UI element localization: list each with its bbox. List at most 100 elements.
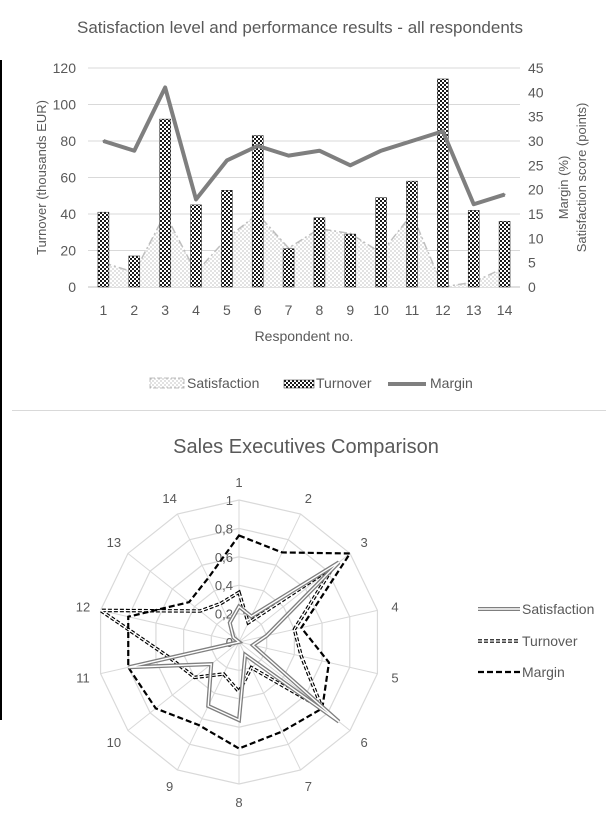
margin-point — [411, 140, 413, 142]
margin-point — [287, 154, 290, 157]
legend-turnover-swatch — [283, 379, 315, 389]
radar-tick-label: 1 — [226, 493, 233, 508]
y-right-tick-label: 40 — [528, 84, 544, 100]
legend-margin-label: Margin — [430, 375, 473, 391]
turnover-bar — [190, 204, 202, 288]
margin-point — [472, 203, 475, 206]
radar-spoke — [238, 641, 302, 771]
x-tick-label: 14 — [497, 302, 513, 318]
y-left-tick-label: 40 — [60, 206, 76, 222]
margin-point — [349, 164, 352, 167]
x-tick-label: 6 — [254, 302, 262, 318]
margin-point — [133, 149, 136, 152]
turnover-bar — [406, 180, 418, 288]
chart-divider — [12, 410, 606, 411]
radar-tick-label: 0,2 — [215, 607, 233, 622]
radar-category-label: 2 — [305, 491, 312, 506]
y-right-tick-label: 0 — [528, 279, 536, 295]
radar-category-label: 12 — [76, 599, 90, 614]
turnover-bar — [498, 221, 511, 288]
radar-category-label: 13 — [107, 535, 121, 550]
radar-category-label: 5 — [391, 671, 398, 686]
y-right-tick-label: 20 — [528, 182, 544, 198]
radar-category-label: 4 — [391, 599, 398, 614]
turnover-bar — [251, 135, 264, 288]
radar-tick-label: 0,8 — [215, 521, 233, 536]
turnover-bar — [159, 118, 171, 288]
x-tick-label: 8 — [316, 302, 324, 318]
y-left-tick-label: 120 — [53, 60, 77, 76]
x-tick-label: 1 — [100, 302, 108, 318]
y-right-tick-label: 10 — [528, 230, 544, 246]
margin-point — [318, 149, 321, 152]
x-tick-label: 5 — [223, 302, 231, 318]
x-axis-label: Respondent no. — [255, 328, 354, 344]
margin-point — [380, 149, 383, 152]
radar-category-label: 14 — [162, 491, 176, 506]
turnover-bar — [97, 211, 110, 288]
margin-point — [256, 144, 259, 147]
combo-chart-title: Satisfaction level and performance resul… — [77, 18, 523, 37]
radar-category-label: 9 — [166, 779, 173, 794]
satisfaction-area — [103, 214, 505, 287]
x-tick-label: 12 — [435, 302, 451, 318]
legend-radar-margin-label: Margin — [522, 664, 565, 680]
margin-point — [503, 193, 506, 196]
y-right-tick-label: 35 — [528, 109, 544, 125]
left-edge-line — [0, 60, 2, 720]
turnover-bar — [437, 78, 449, 288]
x-tick-label: 2 — [130, 302, 138, 318]
radar-spoke — [238, 641, 378, 675]
margin-point — [195, 198, 197, 201]
margin-point — [164, 86, 167, 89]
x-tick-label: 13 — [466, 302, 482, 318]
margin-point — [102, 140, 105, 142]
legend-radar-turnover-label: Turnover — [522, 633, 578, 649]
legend-satisfaction-label: Satisfaction — [187, 375, 259, 391]
x-tick-label: 4 — [192, 302, 200, 318]
turnover-bar — [344, 233, 357, 288]
legend-satisfaction-swatch — [149, 377, 185, 389]
radar-category-label: 8 — [235, 795, 242, 810]
radar-spoke — [127, 553, 240, 643]
radar-category-label: 10 — [107, 735, 121, 750]
x-tick-label: 10 — [373, 302, 389, 318]
turnover-bar — [128, 255, 141, 288]
y-right-tick-label: 15 — [528, 206, 544, 222]
margin-line — [102, 85, 506, 207]
y-right-axis-label: Margin (%) — [556, 156, 571, 220]
x-tick-label: 7 — [285, 302, 293, 318]
turnover-bar — [313, 217, 326, 288]
radar-category-label: 7 — [305, 779, 312, 794]
turnover-bar — [221, 190, 233, 288]
y-right-tick-label: 30 — [528, 133, 544, 149]
radar-tick-label: 0,4 — [215, 578, 233, 593]
legend-turnover-label: Turnover — [316, 375, 372, 391]
legend-radar-satisfaction-label: Satisfaction — [522, 601, 594, 617]
turnover-bar — [282, 248, 295, 288]
y-right-tick-label: 45 — [528, 60, 544, 76]
y-left-axis-label: Turnover (thousands EUR) — [34, 100, 49, 255]
y-right-tick-label: 25 — [528, 157, 544, 173]
radar-category-label: 1 — [235, 475, 242, 490]
radar-spoke — [127, 641, 240, 731]
margin-point — [441, 130, 444, 133]
radar-turnover-inner — [98, 566, 334, 710]
radar-category-label: 6 — [360, 735, 367, 750]
turnover-bar — [467, 210, 480, 288]
y-left-tick-label: 20 — [60, 243, 76, 259]
y-left-tick-label: 60 — [60, 170, 76, 186]
y-left-tick-label: 0 — [68, 279, 76, 295]
y-right-tick-label: 5 — [528, 255, 536, 271]
turnover-bar — [375, 197, 387, 288]
radar-chart-title: Sales Executives Comparison — [173, 436, 439, 458]
radar-category-label: 11 — [76, 671, 90, 686]
radar-satisfaction-inner — [128, 561, 340, 723]
x-tick-label: 11 — [405, 302, 420, 318]
x-tick-label: 9 — [346, 302, 354, 318]
radar-category-label: 3 — [360, 535, 367, 550]
radar-spoke — [100, 609, 240, 643]
